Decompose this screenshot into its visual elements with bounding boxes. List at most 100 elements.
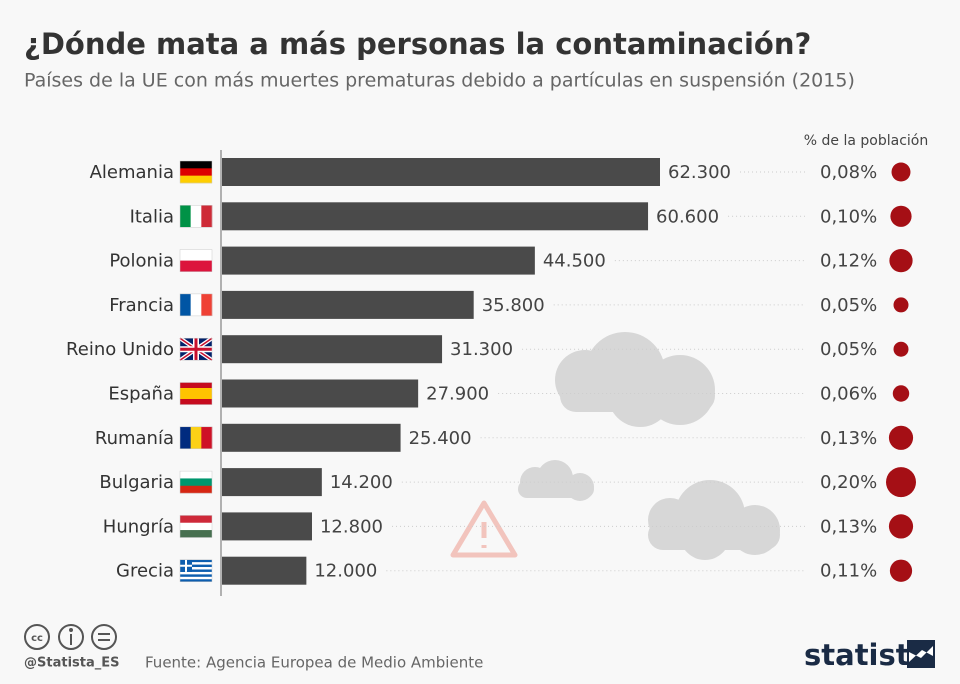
share-label: 0,13% (820, 428, 877, 449)
flag-stripe (180, 569, 212, 573)
value-label: 62.300 (668, 162, 731, 183)
bar (222, 246, 535, 275)
flag-stripe (180, 574, 212, 578)
cloud (648, 480, 780, 560)
flag-stripe (180, 388, 212, 394)
flag-stripe (180, 260, 212, 272)
flag-stripe (180, 571, 212, 575)
flag-border (179, 382, 213, 405)
share-dot (891, 162, 911, 182)
bar (222, 512, 312, 541)
flag-stripe (180, 530, 212, 538)
flag-stripe (180, 515, 212, 524)
cloud (555, 332, 715, 427)
flag-border (179, 249, 213, 272)
category-label: Francia (109, 295, 174, 316)
flag-stripe (180, 293, 191, 316)
value-label: 44.500 (543, 251, 606, 272)
chart-subtitle: Países de la UE con más muertes prematur… (24, 70, 855, 92)
share-dot (892, 385, 910, 402)
flag-stripe (180, 205, 191, 228)
value-label: 25.400 (409, 428, 472, 449)
flag (179, 382, 213, 405)
share-dot (889, 559, 913, 582)
share-header: % de la población (804, 133, 928, 149)
cc-icons: cc (24, 624, 117, 650)
flag-stripe (180, 564, 212, 568)
flag-stripe (201, 293, 213, 316)
flag-border (179, 559, 213, 582)
flag-stripe (201, 205, 213, 228)
flag-stripe (180, 522, 212, 531)
flag-stripe (180, 426, 191, 449)
cloud (518, 460, 594, 501)
value-label: 14.200 (330, 472, 393, 493)
bar (222, 468, 322, 497)
flag (179, 515, 213, 538)
share-label: 0,10% (820, 206, 877, 227)
credit: @Statista_ES (24, 656, 120, 671)
flag (179, 426, 213, 450)
value-label: 12.800 (320, 516, 383, 537)
bar (222, 556, 307, 585)
flag-stripe (190, 293, 202, 316)
flag-border (179, 426, 213, 450)
category-label: Bulgaria (99, 472, 174, 493)
value-label: 60.600 (656, 206, 719, 227)
category-label: Italia (130, 206, 174, 227)
flag-stripe (180, 485, 212, 494)
bar (222, 423, 401, 452)
category-label: España (108, 384, 174, 405)
flag-stripe (180, 579, 212, 582)
share-dot (890, 205, 912, 227)
flag-stripe (180, 576, 212, 580)
flag (179, 559, 213, 582)
flag-stripe (180, 567, 212, 570)
category-label: Hungría (103, 516, 174, 537)
flag-stripe (180, 562, 212, 565)
flag-stripe (180, 399, 212, 405)
warning-icon (450, 500, 518, 558)
value-label: 27.900 (426, 384, 489, 405)
share-label: 0,05% (820, 295, 877, 316)
bar (222, 202, 649, 231)
share-dot (886, 467, 916, 498)
flag-stripe (180, 338, 212, 361)
bar (222, 379, 419, 408)
flag-border (179, 205, 213, 228)
share-dot (889, 248, 913, 273)
decoration (450, 332, 780, 560)
category-label: Rumanía (95, 428, 174, 449)
value-label: 31.300 (450, 339, 513, 360)
share-label: 0,08% (820, 162, 877, 183)
flag (179, 470, 213, 494)
flag (179, 205, 213, 228)
flag (179, 293, 213, 317)
flag-stripe (180, 393, 212, 400)
share-dot (893, 341, 909, 357)
share-label: 0,12% (820, 251, 877, 272)
value-label: 12.000 (314, 561, 377, 582)
flag-stripe (180, 559, 212, 563)
flag-stripe (180, 175, 212, 184)
flag-stripe (180, 168, 212, 176)
flag-stripe (180, 249, 212, 261)
category-label: Reino Unido (66, 339, 174, 360)
flag (179, 160, 213, 184)
flag (179, 249, 213, 272)
flag-border (179, 515, 213, 538)
flag-stripe (180, 559, 192, 572)
flag-stripe (180, 471, 212, 479)
flag-stripe (180, 382, 212, 389)
flag-border (179, 293, 213, 317)
value-label: 35.800 (482, 295, 545, 316)
share-label: 0,20% (820, 472, 877, 493)
svg-text:cc: cc (31, 633, 43, 644)
flag-stripe (180, 478, 212, 487)
brand-icon (907, 640, 935, 668)
bar (222, 290, 474, 319)
flag-stripe (180, 161, 212, 169)
flag-border (179, 337, 213, 361)
